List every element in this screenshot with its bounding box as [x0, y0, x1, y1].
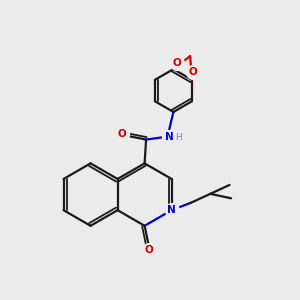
Text: H: H	[175, 133, 182, 142]
Text: O: O	[145, 245, 153, 255]
Text: N: N	[167, 205, 176, 215]
Text: N: N	[165, 132, 173, 142]
Text: O: O	[118, 129, 127, 139]
Text: O: O	[188, 67, 197, 76]
Text: O: O	[172, 58, 181, 68]
